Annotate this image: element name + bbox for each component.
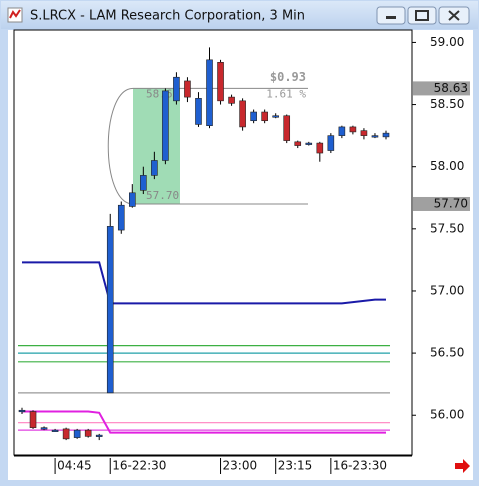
candle-body	[129, 192, 136, 207]
window-title: S.LRCX - LAM Research Corporation, 3 Min	[30, 9, 305, 24]
candle-body	[217, 62, 224, 102]
indicator-line	[22, 261, 386, 305]
candle-body	[360, 130, 368, 136]
candle-body	[151, 160, 158, 176]
candle-body	[327, 135, 335, 151]
y-tick-label: 58.00	[430, 159, 464, 173]
measure-arc	[107, 87, 134, 205]
candle-body	[18, 409, 26, 413]
close-button[interactable]	[438, 6, 470, 25]
candle-body	[184, 80, 191, 98]
y-tick-label: 56.50	[430, 346, 464, 360]
candle-body	[51, 429, 59, 432]
measure-percent: 1.61 %	[266, 87, 306, 100]
candle-body	[206, 59, 213, 126]
x-tick-label: 23:00	[223, 459, 258, 473]
y-tick-label: 58.50	[430, 97, 464, 111]
plot: 56.00 56.50 57.00 57.50 58.00 58.50 59.00 58.63…	[18, 35, 470, 474]
y-tick-label: 56.00	[430, 408, 464, 422]
price-marker-box	[413, 81, 470, 96]
restore-button[interactable]	[407, 6, 437, 25]
candle-body	[349, 126, 357, 133]
candle-body	[173, 76, 180, 102]
candle-body	[338, 126, 346, 136]
candle-body	[250, 111, 257, 122]
candle-body	[195, 98, 202, 125]
candle-body	[73, 429, 81, 438]
price-marker-label: 57.70	[434, 196, 468, 210]
candle-body	[29, 411, 37, 428]
candle-body	[140, 175, 147, 191]
x-tick-label: 16-23:30	[333, 459, 387, 473]
price-marker-box	[413, 196, 470, 211]
candle-body	[162, 90, 169, 161]
y-tick-label: 59.00	[430, 35, 464, 49]
candle-body	[84, 429, 92, 437]
candle-body	[106, 226, 114, 394]
candle-body	[283, 115, 291, 141]
indicator-line	[22, 410, 386, 434]
plot-area	[13, 29, 413, 456]
candle-body	[40, 427, 48, 430]
measure-change: $0.93	[270, 70, 306, 84]
candle-body	[305, 142, 313, 145]
candle-body	[272, 115, 279, 118]
candle-body	[382, 132, 390, 138]
x-tick-label: 16-22:30	[112, 459, 166, 473]
scroll-arrow[interactable]	[455, 459, 470, 473]
candle-body	[62, 428, 70, 440]
candle-body	[371, 135, 379, 138]
window-icon	[7, 7, 23, 23]
measure-start-label: 57.70	[146, 189, 179, 202]
y-tick-label: 57.50	[430, 221, 464, 235]
candle-body	[294, 141, 302, 146]
x-tick-label: 04:45	[57, 459, 92, 473]
candle-body	[95, 434, 103, 437]
minimize-button[interactable]	[376, 6, 406, 25]
candle-body	[316, 142, 324, 154]
candle-body	[117, 204, 125, 231]
x-tick-label: 23:15	[278, 459, 313, 473]
candle-body	[228, 96, 235, 104]
price-marker-label: 58.63	[434, 81, 468, 95]
candle-body	[261, 111, 268, 122]
candle-body	[239, 100, 246, 128]
y-tick-label: 57.00	[430, 283, 464, 297]
